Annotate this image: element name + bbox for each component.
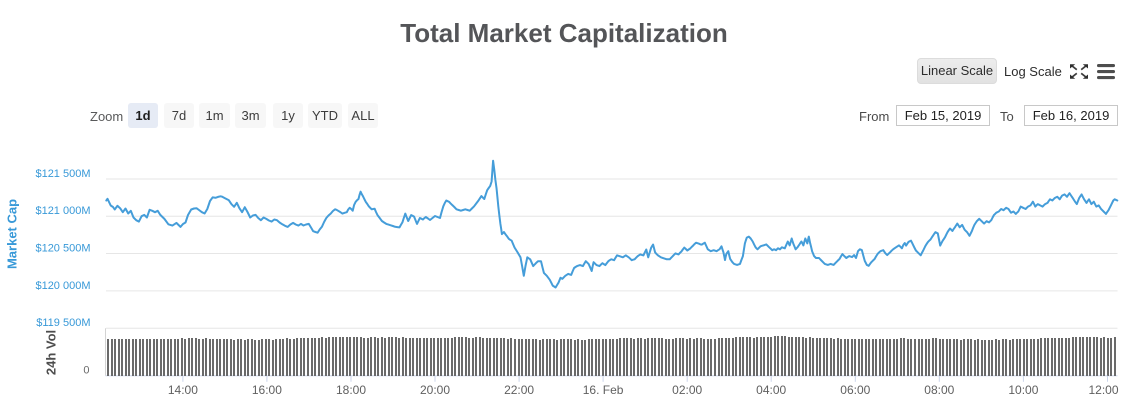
svg-text:20:00: 20:00 — [420, 383, 450, 397]
svg-text:14:00: 14:00 — [168, 383, 198, 397]
svg-text:10:00: 10:00 — [1008, 383, 1038, 397]
svg-text:$120 000M: $120 000M — [35, 280, 90, 292]
svg-text:12:00: 12:00 — [1088, 383, 1118, 397]
svg-text:22:00: 22:00 — [504, 383, 534, 397]
svg-text:$120 500M: $120 500M — [35, 242, 90, 254]
svg-text:$119 500M: $119 500M — [36, 317, 90, 329]
svg-text:16. Feb: 16. Feb — [583, 383, 624, 397]
svg-text:02:00: 02:00 — [672, 383, 702, 397]
svg-text:16:00: 16:00 — [252, 383, 282, 397]
svg-text:0: 0 — [83, 364, 89, 376]
svg-text:18:00: 18:00 — [336, 383, 366, 397]
svg-text:08:00: 08:00 — [924, 383, 954, 397]
svg-text:24h Vol: 24h Vol — [44, 330, 59, 375]
svg-text:06:00: 06:00 — [840, 383, 870, 397]
svg-text:$121 500M: $121 500M — [35, 168, 90, 180]
svg-text:Market Cap: Market Cap — [5, 199, 20, 269]
svg-text:$121 000M: $121 000M — [35, 205, 90, 217]
svg-text:04:00: 04:00 — [756, 383, 786, 397]
